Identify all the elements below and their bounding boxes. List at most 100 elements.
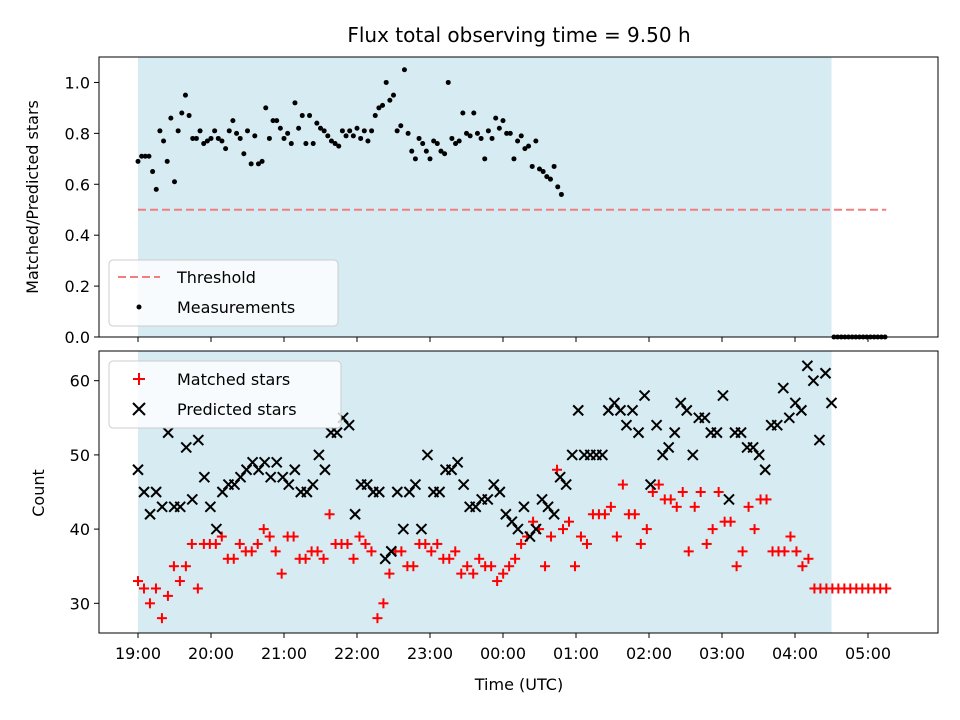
measurement-point — [179, 110, 185, 116]
measurement-point — [234, 130, 240, 136]
predicted-star-point — [644, 478, 657, 491]
measurement-point — [325, 133, 331, 139]
measurement-point — [515, 138, 521, 144]
matched-star-point — [246, 546, 257, 557]
legend-measurements-label: Measurements — [177, 298, 295, 317]
matched-star-point — [432, 538, 443, 549]
measurement-point — [153, 186, 159, 192]
matched-star-point — [761, 494, 772, 505]
measurement-point — [248, 161, 254, 167]
measurement-point — [190, 135, 196, 141]
matched-star-point — [138, 583, 149, 594]
measurement-point — [321, 128, 327, 134]
predicted-star-point — [319, 464, 331, 476]
matched-star-point — [575, 531, 586, 542]
matched-star-point — [504, 561, 515, 572]
predicted-star-point — [813, 434, 826, 446]
measurement-point — [453, 141, 459, 147]
measurement-point — [467, 133, 473, 139]
measurement-point — [241, 151, 247, 157]
matched-star-point — [881, 583, 892, 594]
measurement-point — [504, 130, 510, 136]
predicted-star-point — [669, 426, 681, 439]
measurement-point — [263, 105, 269, 111]
measurement-point — [314, 120, 320, 126]
measurement-point — [394, 128, 400, 134]
measurement-point — [427, 156, 433, 162]
predicted-star-point — [626, 404, 639, 417]
predicted-star-point — [313, 449, 325, 461]
x-tick-label: 04:00 — [772, 644, 818, 663]
measurement-point — [423, 148, 429, 154]
matched-star-point — [791, 546, 802, 557]
predicted-star-point — [819, 367, 832, 379]
predicted-star-point — [723, 493, 735, 506]
measurement-point — [347, 128, 353, 134]
measurement-point — [434, 141, 440, 147]
x-tick-label: 00:00 — [480, 644, 526, 663]
measurement-point — [544, 174, 550, 180]
x-tick-label: 21:00 — [261, 644, 307, 663]
matched-star-point — [192, 583, 203, 594]
measurement-point — [215, 135, 221, 141]
matched-star-point — [186, 538, 197, 549]
top-y-axis-label: Matched/Predicted stars — [23, 100, 42, 294]
measurement-point — [299, 113, 305, 119]
matched-star-point — [581, 538, 592, 549]
matched-star-point — [803, 553, 814, 564]
top-x-ticks — [137, 337, 869, 342]
predicted-star-point — [192, 434, 205, 446]
predicted-star-point — [162, 426, 174, 439]
measurement-point — [409, 148, 415, 154]
predicted-star-point — [264, 471, 277, 483]
bottom-plot-frame — [98, 350, 939, 634]
measurement-point — [391, 92, 396, 98]
measurement-point — [139, 153, 145, 159]
measurement-point — [223, 146, 229, 152]
measurement-point — [526, 143, 532, 149]
measurement-point — [135, 158, 141, 164]
predicted-star-point — [650, 419, 663, 431]
matched-star-point — [354, 531, 365, 542]
measurement-point — [150, 169, 156, 175]
measurement-point — [161, 138, 167, 144]
measurement-point — [193, 135, 199, 141]
measurement-point — [489, 135, 495, 141]
matched-star-point — [366, 546, 377, 557]
measurement-point — [387, 97, 393, 103]
matched-star-point — [546, 531, 557, 542]
measurement-point — [310, 141, 316, 147]
predicted-star-point — [391, 486, 404, 498]
predicted-star-point — [614, 404, 627, 417]
matched-star-point — [210, 538, 221, 549]
predicted-star-point — [530, 523, 542, 535]
matched-star-point — [252, 538, 263, 549]
measurement-point — [361, 128, 367, 134]
measurement-point — [482, 156, 488, 162]
matched-star-point — [605, 501, 616, 512]
predicted-star-point — [681, 404, 693, 417]
measurement-point — [303, 141, 309, 147]
matched-star-point — [629, 509, 640, 520]
measurement-point — [281, 135, 287, 141]
bottom-y-tick-label: 40 — [70, 520, 90, 539]
measurement-point — [442, 151, 448, 157]
matched-star-point — [270, 546, 281, 557]
predicted-star-point — [572, 404, 584, 417]
measurement-point — [343, 133, 349, 139]
top-y-tick-label: 0.8 — [65, 124, 90, 143]
top-y-tick-label: 1.0 — [65, 73, 90, 92]
predicted-star-point — [210, 523, 223, 535]
measurement-point — [445, 79, 451, 85]
matched-star-point — [563, 516, 574, 527]
matched-star-point — [569, 561, 580, 572]
predicted-star-point — [662, 441, 675, 454]
top-y-axis: 0.0 0.2 0.4 0.6 0.8 1.0 — [65, 73, 99, 347]
measurement-point — [416, 135, 422, 141]
matched-star-point — [492, 576, 503, 587]
measurement-point — [157, 128, 163, 134]
measurement-point — [285, 130, 291, 136]
predicted-star-point — [512, 523, 524, 535]
matched-star-point — [318, 553, 329, 564]
matched-star-point — [342, 538, 353, 549]
